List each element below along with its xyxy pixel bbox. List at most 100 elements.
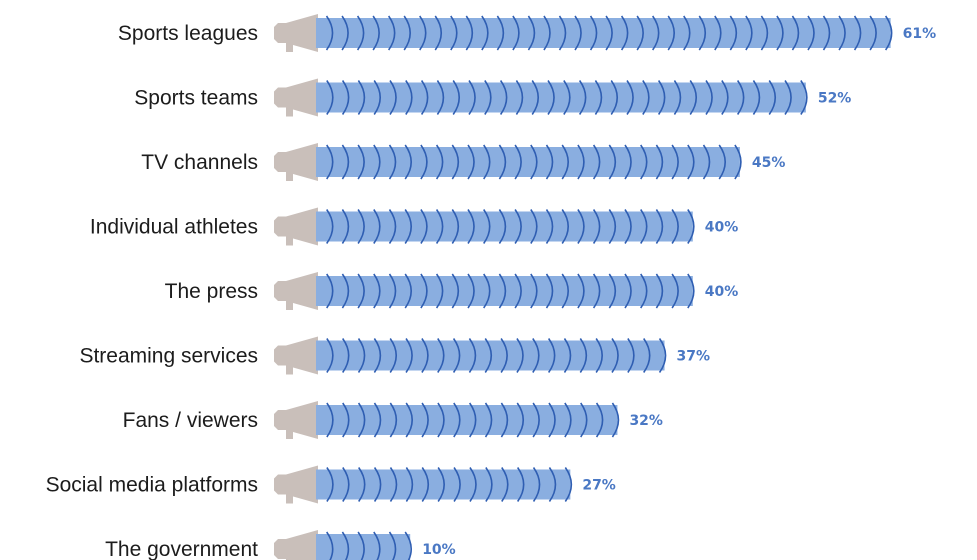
bar-wave-arc (736, 80, 745, 115)
bar-wave-arc (768, 80, 777, 115)
bar-wave-arc (373, 531, 381, 560)
bar-wave-arc (389, 338, 398, 373)
bar-wave-arc (326, 531, 334, 560)
bar-wave-arc (436, 80, 445, 115)
bar-wave-arc (667, 15, 675, 51)
bar-wave-arc (341, 80, 350, 115)
bar-wave-arc (373, 338, 382, 373)
bar-wave-arc (791, 15, 800, 51)
bar-wave-arc (484, 402, 493, 438)
bar-wave-arc (437, 338, 445, 373)
bar-wave-arc (531, 80, 540, 115)
bar-wave-arc (561, 144, 569, 180)
bar-wave-arc (499, 80, 508, 115)
value-label: 52% (818, 91, 852, 107)
bar-wave-arc (702, 144, 711, 180)
bar-wave-arc (372, 15, 380, 51)
megaphone-handle (286, 299, 293, 310)
bar-wave-arc (636, 15, 644, 51)
value-label: 40% (705, 220, 739, 236)
category-label: Fans / viewers (123, 409, 258, 432)
bar (316, 211, 693, 242)
bar-wave-arc (405, 467, 414, 502)
megaphone-icon (274, 401, 318, 439)
bar-wave-arc (468, 80, 476, 115)
bar-wave-arc (595, 338, 603, 373)
bar-wave-arc (469, 467, 477, 502)
bar-wave-arc (658, 338, 667, 373)
bar-wave-arc (671, 273, 679, 309)
bar-row: The press 40% (165, 272, 738, 310)
bar-wave-arc (543, 15, 551, 51)
bar-wave-arc (548, 467, 557, 502)
bar-wave-arc (452, 80, 461, 115)
bar-wave-arc (574, 15, 582, 51)
bar-wave-arc (467, 144, 475, 180)
bar-wave-arc (326, 338, 334, 373)
bar-wave-arc (577, 209, 585, 244)
bar-wave-arc (342, 402, 350, 438)
megaphone-handle (286, 492, 293, 504)
megaphone-grip (274, 410, 286, 430)
megaphone-horn (286, 143, 318, 181)
value-label: 37% (677, 349, 711, 365)
bar-wave-arc (326, 402, 334, 438)
bar-wave-arc (532, 402, 540, 438)
bar-wave-arc (884, 15, 893, 51)
bar-wave-arc (853, 15, 862, 51)
megaphone-grip (274, 281, 286, 301)
bar-wave-arc (673, 80, 682, 115)
bar-wave-arc (357, 402, 366, 438)
bar-wave-arc (404, 144, 412, 180)
megaphone-icon (274, 207, 318, 246)
megaphone-icon (274, 272, 318, 310)
bar-wave-arc (627, 338, 635, 373)
bar-wave-arc (530, 144, 538, 180)
bar-row: Fans / viewers 32% (123, 401, 663, 439)
bar-wave-arc (640, 209, 648, 244)
megaphone-handle (286, 105, 293, 117)
bar-wave-arc (420, 209, 428, 244)
bar (316, 147, 740, 177)
megaphone-handle (286, 170, 293, 181)
megaphone-icon (274, 465, 318, 504)
bar-wave-arc (498, 144, 507, 180)
bar-wave-arc (483, 273, 491, 309)
bar-wave-arc (721, 80, 729, 115)
bar-wave-arc (689, 80, 698, 115)
bar-wave-arc (687, 209, 695, 244)
bar-wave-arc (356, 15, 365, 51)
bar-wave-arc (561, 273, 569, 309)
bar-wave-arc (577, 144, 585, 180)
bar-wave-arc (341, 531, 350, 560)
megaphone-handle (286, 41, 293, 52)
bar-wave-arc (373, 144, 381, 180)
bar-wave-arc (640, 144, 648, 180)
bar-wave-arc (718, 144, 726, 180)
bar-wave-arc (389, 467, 398, 502)
value-label: 10% (422, 542, 456, 558)
bar-wave-arc (558, 15, 567, 51)
bar-wave-arc (605, 15, 613, 51)
bar-wave-arc (389, 402, 398, 438)
bar-wave-arc (643, 338, 651, 373)
bar-wave-arc (515, 80, 524, 115)
bar-wave-arc (592, 144, 601, 180)
bar-wave-arc (373, 467, 382, 502)
bar-wave-arc (358, 467, 366, 502)
bar-wave-arc (545, 209, 554, 244)
bar-wave-arc (326, 209, 334, 244)
bar-wave-arc (483, 209, 491, 244)
bar-wave-arc (784, 80, 792, 115)
bar-wave-arc (516, 467, 525, 502)
megaphone-grip (274, 345, 286, 366)
bar-wave-arc (404, 273, 412, 309)
bar-wave-arc (373, 80, 382, 115)
megaphone-icon (274, 336, 318, 375)
bar-wave-arc (388, 144, 397, 180)
megaphone-grip (274, 216, 286, 237)
category-label: Sports leagues (118, 22, 258, 45)
megaphone-icon (274, 14, 318, 52)
category-label: The government (105, 538, 258, 560)
bar-wave-arc (421, 338, 429, 373)
